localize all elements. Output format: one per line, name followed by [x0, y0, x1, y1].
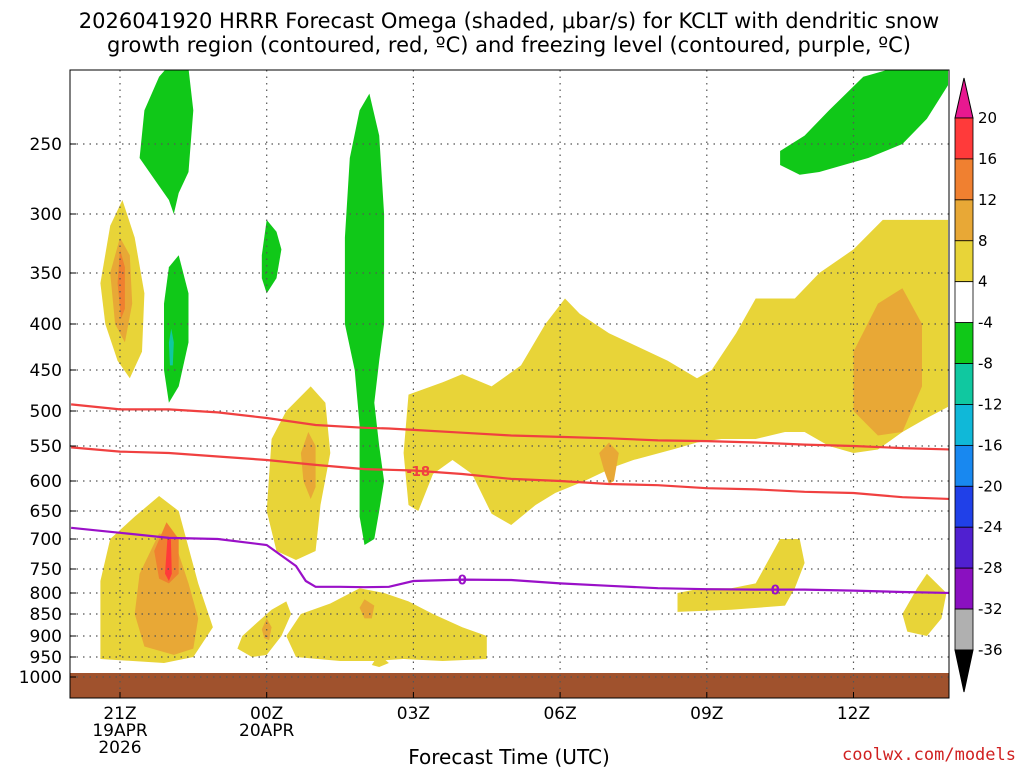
colorbar-swatch-2: [954, 199, 974, 242]
colorbar-swatch-4: [954, 281, 974, 324]
colorbar-swatch-7: [954, 404, 974, 446]
x-tick-label-09Z-0: 09Z: [690, 704, 723, 724]
y-tick-label-950: 950: [30, 648, 62, 668]
colorbar-swatch-3: [954, 240, 974, 283]
y-tick-label-550: 550: [30, 437, 62, 457]
y-tick-label-400: 400: [30, 315, 62, 335]
omega-region-descent-upper-21z-b-core: [168, 328, 174, 366]
omega-region-ascent-00z-core: [300, 432, 316, 499]
y-tick-label-750: 750: [30, 560, 62, 580]
y-tick-label-650: 650: [30, 502, 62, 522]
colorbar-swatch-0: [954, 117, 974, 160]
colorbar-swatch-5: [954, 322, 974, 364]
x-tick-label-03Z-0: 03Z: [397, 704, 430, 724]
temperature-contours: -18 0 0: [70, 403, 949, 599]
y-tick-label-250: 250: [30, 135, 62, 155]
chart-title-line-2: growth region (contoured, red, ºC) and f…: [107, 33, 911, 57]
y-tick-label-1000: 1000: [19, 668, 62, 688]
colorbar-swatch-8: [954, 444, 974, 487]
contour-label-dgz-minus-18-0: -18: [407, 465, 431, 480]
x-tick-label-21Z-2: 2026: [98, 738, 141, 758]
omega-region-descent-upper-21z-b: [164, 255, 189, 403]
y-tick-label-600: 600: [30, 472, 62, 492]
omega-region-ascent-mid-level-band: [403, 219, 949, 525]
colorbar-label-7: -12: [978, 395, 1003, 413]
ground-layer: [70, 673, 949, 698]
y-tick-label-350: 350: [30, 264, 62, 284]
pressure-axis: 2503003504004505005506006507007508008509…: [19, 135, 76, 688]
omega-region-ascent-09z-low: [677, 539, 805, 612]
colorbar-label-2: 12: [978, 191, 997, 209]
colorbar-label-1: 16: [978, 150, 997, 168]
colorbar-swatch-12: [954, 608, 974, 651]
x-tick-label-00Z-0: 00Z: [250, 704, 283, 724]
omega-region-ascent-mid-21z: [134, 533, 199, 655]
omega-region-ascent-mid-core: [853, 288, 922, 436]
x-tick-label-12Z-0: 12Z: [837, 704, 870, 724]
y-tick-label-900: 900: [30, 627, 62, 647]
omega-region-ascent-00z-mid: [266, 386, 331, 560]
colorbar: 20 16 12 8 4 -4 -8 -12 -16 -20 -24 -28 -32 -36: [954, 77, 1003, 693]
colorbar-label-4: 4: [978, 273, 988, 291]
colorbar-swatch-11: [954, 567, 974, 610]
colorbar-top-arrow: [954, 77, 974, 119]
colorbar-label-3: 8: [978, 232, 988, 250]
omega-region-descent-03z-column: [344, 93, 385, 545]
omega-region-ascent-upper-max-21z: [117, 249, 125, 319]
y-tick-label-450: 450: [30, 361, 62, 381]
colorbar-label-5: -4: [978, 314, 993, 332]
omega-region-descent-12z-upper: [780, 70, 948, 175]
x-tick-label-00Z-1: 20APR: [239, 721, 295, 741]
omega-region-ascent-small-blob: [371, 659, 389, 667]
grid-lines: [70, 70, 949, 698]
colorbar-label-6: -8: [978, 355, 993, 373]
colorbar-label-12: -32: [978, 600, 1003, 618]
omega-region-descent-upper-21z-a: [139, 70, 194, 214]
contour-label-freezing-level-0c-0: 0: [458, 574, 467, 589]
contour-dgz-minus-12: [70, 403, 949, 451]
x-tick-label-21Z-0: 21Z: [103, 704, 136, 724]
colorbar-swatch-1: [954, 158, 974, 201]
plot-frame: [69, 69, 950, 699]
y-tick-label-700: 700: [30, 530, 62, 550]
x-tick-label-06Z-0: 06Z: [543, 704, 576, 724]
colorbar-label-8: -16: [978, 436, 1003, 454]
omega-region-ascent-mid-small-core: [599, 442, 619, 484]
credit-text[interactable]: coolwx.com/models: [842, 745, 1016, 765]
x-tick-label-21Z-1: 19APR: [92, 721, 148, 741]
colorbar-label-10: -24: [978, 518, 1003, 536]
colorbar-label-9: -20: [978, 477, 1003, 495]
y-tick-label-850: 850: [30, 605, 62, 625]
y-tick-label-500: 500: [30, 402, 62, 422]
contour-label-freezing-level-0c-1: 0: [771, 584, 780, 599]
colorbar-label-11: -28: [978, 559, 1003, 577]
y-tick-label-800: 800: [30, 584, 62, 604]
omega-shaded-regions: [100, 70, 949, 667]
colorbar-swatch-10: [954, 526, 974, 569]
chart-title-line-1: 2026041920 HRRR Forecast Omega (shaded, …: [79, 9, 939, 33]
omega-region-ascent-max-21z: [165, 539, 172, 581]
y-tick-label-300: 300: [30, 205, 62, 225]
x-axis-label: Forecast Time (UTC): [408, 745, 610, 768]
omega-region-ascent-low-levels: [286, 588, 487, 661]
ground-fill: [70, 673, 949, 698]
colorbar-bottom-arrow: [954, 649, 974, 693]
omega-region-ascent-12z-low: [902, 573, 947, 636]
omega-region-descent-00z-upper: [261, 219, 282, 294]
colorbar-label-13: -36: [978, 641, 1003, 659]
colorbar-swatch-9: [954, 485, 974, 528]
colorbar-label-0: 20: [978, 109, 997, 127]
contour-freezing-level-0c: [70, 526, 949, 595]
contour-dgz-minus-18: [71, 446, 949, 501]
colorbar-swatch-6: [954, 363, 974, 405]
